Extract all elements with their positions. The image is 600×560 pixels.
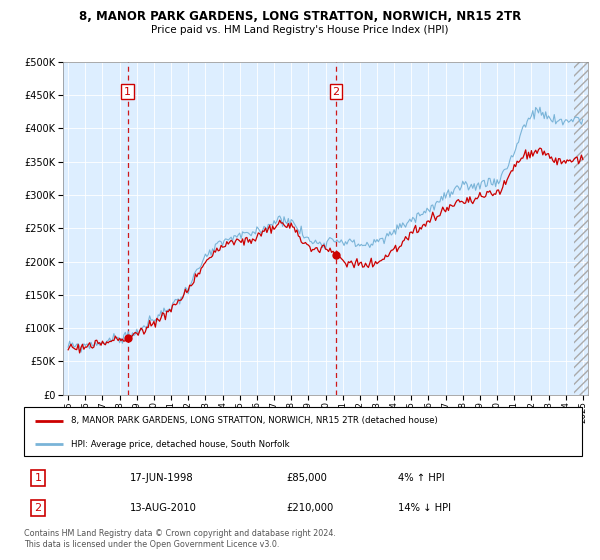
Text: Price paid vs. HM Land Registry's House Price Index (HPI): Price paid vs. HM Land Registry's House …	[151, 25, 449, 35]
Text: 1: 1	[124, 87, 131, 96]
Text: 2: 2	[332, 87, 340, 96]
Text: 13-AUG-2010: 13-AUG-2010	[130, 503, 197, 514]
Text: £210,000: £210,000	[286, 503, 334, 514]
Text: 8, MANOR PARK GARDENS, LONG STRATTON, NORWICH, NR15 2TR: 8, MANOR PARK GARDENS, LONG STRATTON, NO…	[79, 10, 521, 23]
Text: 14% ↓ HPI: 14% ↓ HPI	[398, 503, 451, 514]
Text: 1: 1	[34, 473, 41, 483]
Text: Contains HM Land Registry data © Crown copyright and database right 2024.
This d: Contains HM Land Registry data © Crown c…	[24, 529, 336, 549]
Text: 17-JUN-1998: 17-JUN-1998	[130, 473, 194, 483]
FancyBboxPatch shape	[24, 407, 582, 456]
Bar	[574, 62, 588, 395]
Text: HPI: Average price, detached house, South Norfolk: HPI: Average price, detached house, Sout…	[71, 440, 290, 449]
Text: £85,000: £85,000	[286, 473, 327, 483]
Text: 4% ↑ HPI: 4% ↑ HPI	[398, 473, 445, 483]
Text: 2: 2	[34, 503, 41, 514]
Text: 8, MANOR PARK GARDENS, LONG STRATTON, NORWICH, NR15 2TR (detached house): 8, MANOR PARK GARDENS, LONG STRATTON, NO…	[71, 417, 438, 426]
